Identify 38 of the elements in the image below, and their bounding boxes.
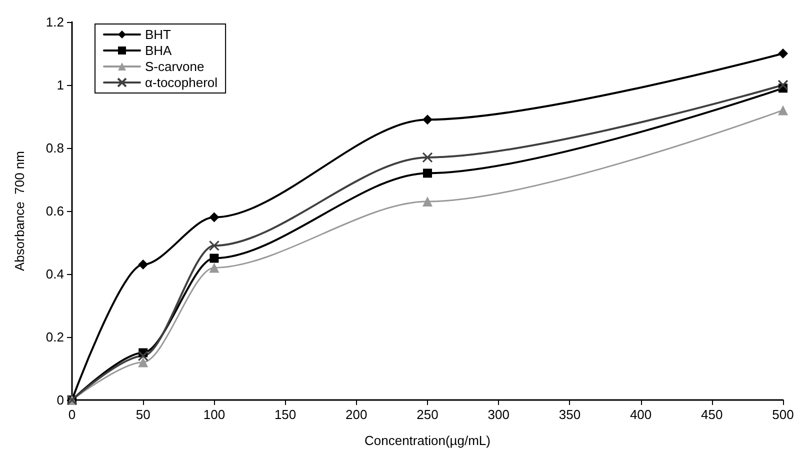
legend-label: BHA — [145, 43, 172, 58]
point — [778, 80, 788, 90]
point — [422, 152, 433, 163]
y-tick-label: 0.8 — [46, 140, 64, 156]
x-tick-label: 200 — [346, 407, 368, 422]
y-tick-label: 0.2 — [46, 330, 64, 344]
x-tick-label: 300 — [488, 407, 510, 422]
y-tick-label: 0 — [56, 392, 64, 408]
point — [210, 254, 219, 263]
legend-label: α-tocopherol — [145, 75, 218, 90]
x-tick-label: 150 — [274, 407, 296, 422]
point — [778, 48, 788, 58]
legend-label: S-carvone — [145, 59, 204, 74]
y-tick-label: 1 — [56, 78, 64, 92]
point — [423, 168, 432, 178]
point — [209, 212, 220, 222]
y-tick-label: 0.6 — [46, 204, 64, 218]
point — [778, 105, 788, 116]
x-tick-label: 0 — [68, 407, 76, 422]
point — [208, 240, 220, 251]
x-tick-label: 350 — [558, 407, 581, 422]
y-axis-title: Absorbance 700 nm — [12, 151, 27, 271]
x-axis-title: Concentration(µg/mL) — [364, 433, 490, 448]
point — [138, 260, 148, 270]
legend-label: BHT — [145, 27, 172, 42]
x-tick-label: 400 — [630, 407, 652, 422]
point — [209, 262, 220, 273]
y-tick-label: 1.2 — [46, 14, 64, 30]
x-tick-label: 450 — [701, 407, 723, 422]
point — [422, 196, 432, 207]
y-tick-label: 0.4 — [46, 266, 64, 282]
point — [138, 357, 148, 368]
x-tick-label: 100 — [203, 407, 226, 422]
x-tick-label: 500 — [772, 407, 794, 422]
x-tick-label: 250 — [416, 407, 438, 422]
point — [138, 350, 148, 362]
x-tick-label: 50 — [136, 407, 150, 422]
point — [422, 114, 432, 125]
